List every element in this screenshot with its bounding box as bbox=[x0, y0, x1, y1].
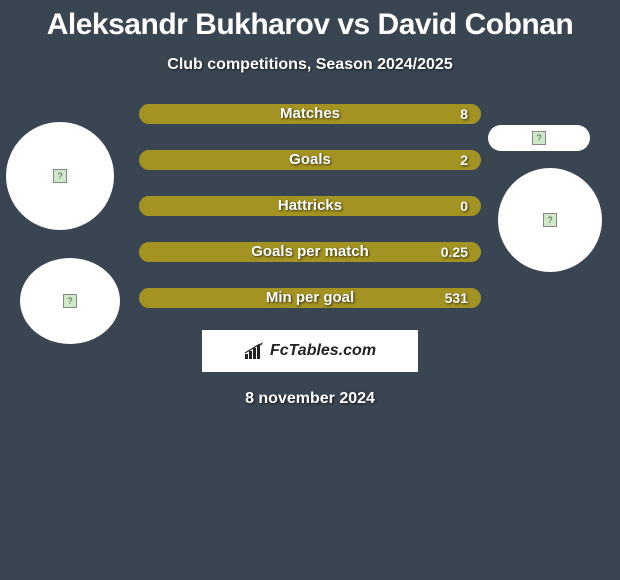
stat-value: 0 bbox=[460, 197, 468, 215]
stat-value: 8 bbox=[460, 105, 468, 123]
page-title: Aleksandr Bukharov vs David Cobnan bbox=[0, 0, 620, 42]
stat-label: Goals per match bbox=[251, 243, 369, 261]
stat-bar: Min per goal 531 bbox=[139, 288, 481, 308]
avatar-placeholder bbox=[20, 258, 120, 344]
stat-value: 2 bbox=[460, 151, 468, 169]
stats-container: Matches 8 Goals 2 Hattricks 0 Goals per match 0… bbox=[139, 104, 481, 308]
logo-box: FcTables.com bbox=[202, 330, 418, 372]
avatar-placeholder bbox=[488, 125, 590, 151]
stat-bar: Goals 2 bbox=[139, 150, 481, 170]
stat-bar: Matches 8 bbox=[139, 104, 481, 124]
avatar-placeholder bbox=[6, 122, 114, 230]
stat-value: 0.25 bbox=[441, 243, 468, 261]
stat-label: Hattricks bbox=[278, 197, 342, 215]
broken-image-icon bbox=[53, 169, 67, 183]
logo-chart-icon bbox=[244, 342, 266, 360]
date-label: 8 november 2024 bbox=[0, 390, 620, 408]
stat-bar: Hattricks 0 bbox=[139, 196, 481, 216]
avatar-placeholder bbox=[498, 168, 602, 272]
logo-text: FcTables.com bbox=[270, 342, 376, 360]
broken-image-icon bbox=[543, 213, 557, 227]
stat-label: Min per goal bbox=[266, 289, 354, 307]
subtitle: Club competitions, Season 2024/2025 bbox=[0, 56, 620, 74]
stat-bar: Goals per match 0.25 bbox=[139, 242, 481, 262]
broken-image-icon bbox=[532, 131, 546, 145]
stat-value: 531 bbox=[445, 289, 468, 307]
stat-label: Goals bbox=[289, 151, 331, 169]
broken-image-icon bbox=[63, 294, 77, 308]
stat-label: Matches bbox=[280, 105, 340, 123]
